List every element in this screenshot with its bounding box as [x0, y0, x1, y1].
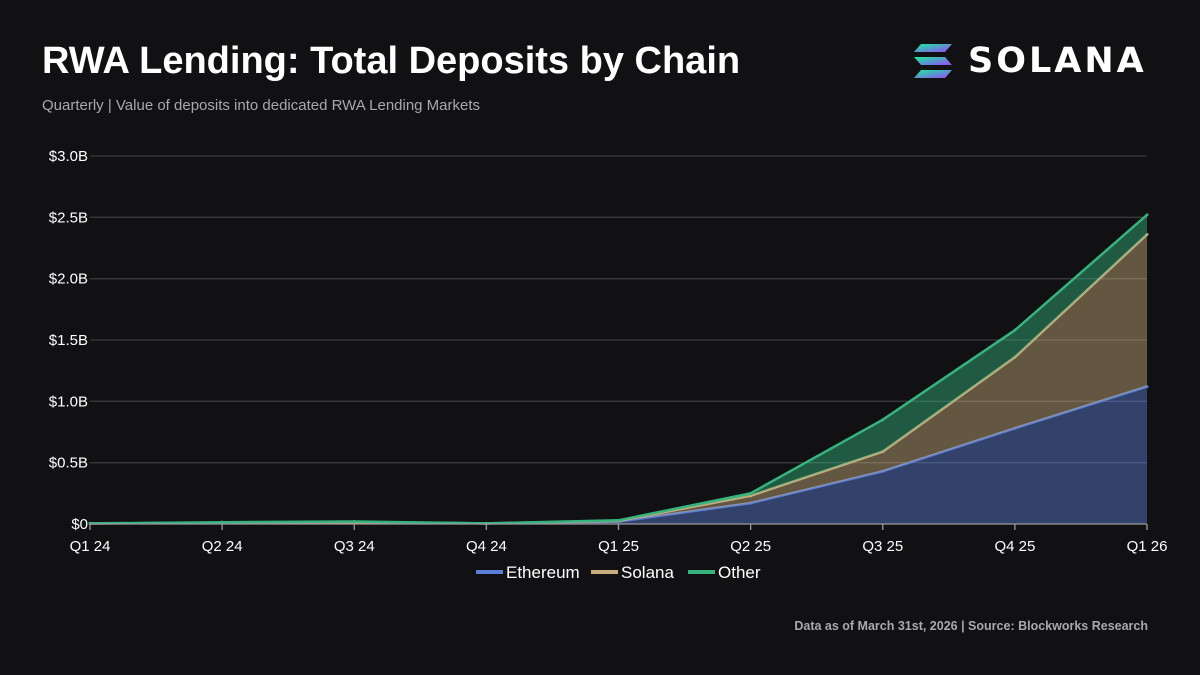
point-ethereum — [881, 469, 885, 473]
legend-label-other: Other — [718, 563, 761, 582]
chart-title: RWA Lending: Total Deposits by Chain — [42, 40, 741, 82]
point-ethereum — [1145, 385, 1149, 389]
point-ethereum — [749, 501, 753, 505]
solana-icon — [914, 44, 952, 78]
axes: $0 $0.5B $1.0B $1.5B $2.0B $2.5B $3.0B Q1 24 Q2 … — [49, 148, 1168, 555]
point-other — [352, 520, 356, 524]
source-footnote: Data as of March 31st, 2026 | Source: Bl… — [794, 619, 1148, 633]
x-tick-label: Q3 25 — [862, 538, 903, 555]
x-tick-label: Q1 24 — [70, 538, 111, 555]
area-series — [88, 213, 1149, 525]
point-other — [881, 418, 885, 422]
point-solana — [1013, 355, 1017, 359]
y-tick-label: $2.5B — [49, 209, 88, 226]
grid-lines — [90, 155, 1147, 464]
x-tick-label: Q4 24 — [466, 538, 507, 555]
y-tick-label: $2.0B — [49, 271, 88, 288]
x-tick-label: Q3 24 — [334, 538, 375, 555]
y-tick-label: $1.5B — [49, 332, 88, 349]
solana-logo: SOLANA — [914, 41, 1147, 81]
y-tick-label: $0.5B — [49, 455, 88, 472]
area-ethereum — [90, 386, 1147, 524]
point-other — [1013, 328, 1017, 332]
point-other — [220, 520, 224, 524]
x-tick-label: Q4 25 — [994, 538, 1035, 555]
y-tick-label: $0 — [71, 516, 88, 533]
legend-label-ethereum: Ethereum — [506, 563, 580, 582]
point-other — [749, 491, 753, 495]
legend-label-solana: Solana — [621, 563, 674, 582]
chart-subtitle: Quarterly | Value of deposits into dedic… — [42, 97, 481, 114]
area-other — [90, 214, 1147, 524]
point-solana — [881, 450, 885, 454]
point-solana — [749, 494, 753, 498]
point-other — [1145, 213, 1149, 217]
x-tick-label: Q2 25 — [730, 538, 771, 555]
y-tick-label: $3.0B — [49, 148, 88, 165]
x-tick-label: Q2 24 — [202, 538, 243, 555]
point-other — [617, 518, 620, 522]
y-tick-label: $1.0B — [49, 393, 88, 410]
x-tick-label: Q1 25 — [598, 538, 639, 555]
point-solana — [1145, 233, 1149, 237]
logo-text: SOLANA — [968, 41, 1147, 81]
x-tick-label: Q1 26 — [1127, 538, 1168, 555]
point-ethereum — [1013, 426, 1017, 430]
legend: Ethereum Solana Other — [476, 563, 761, 582]
